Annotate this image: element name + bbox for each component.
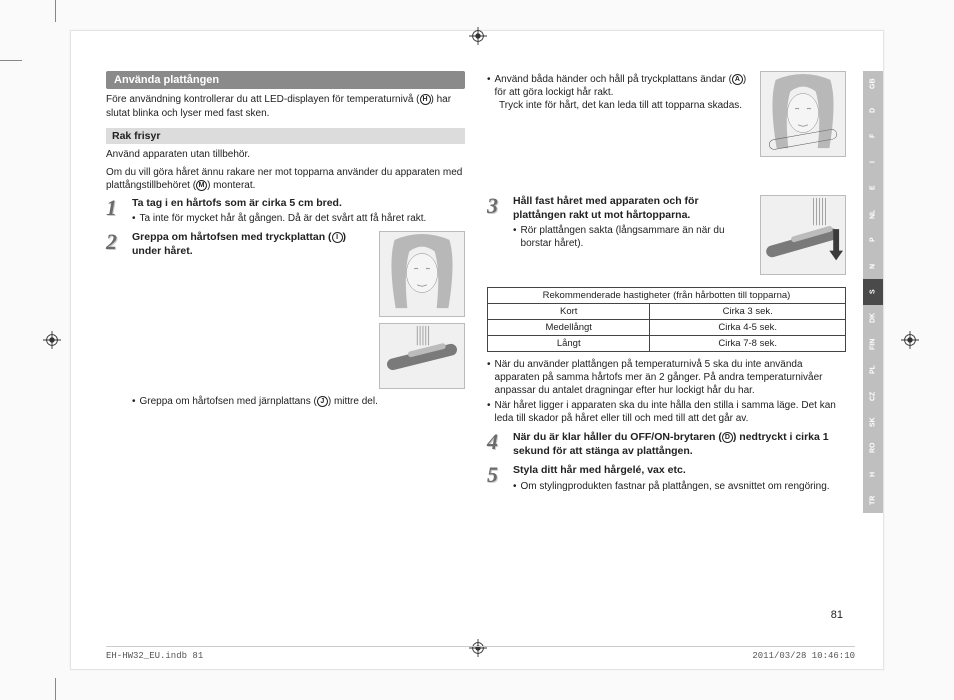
step-number: 2 — [106, 231, 124, 408]
step-5: 5 Styla ditt hår med hårgelé, vax etc. •… — [487, 464, 846, 493]
left-column: Använda plattången Före användning kontr… — [106, 71, 465, 499]
footer: EH-HW32_EU.indb 81 2011/03/28 10:46:10 — [106, 646, 855, 661]
speed-table: Rekommenderade hastigheter (från hårbott… — [487, 287, 846, 352]
ref-icon: A — [732, 74, 743, 85]
illustration-tool-icon — [760, 195, 846, 275]
lang-tab-h[interactable]: H — [863, 461, 883, 487]
lang-tab-pl[interactable]: PL — [863, 357, 883, 383]
table-row: KortCirka 3 sek. — [488, 304, 846, 320]
bullet-text: Tryck inte för hårt, det kan leda till a… — [487, 99, 747, 113]
page-number: 81 — [831, 609, 843, 621]
lang-tab-f[interactable]: F — [863, 123, 883, 149]
step-bullet: Rör plattången sakta (långsammare än när… — [521, 224, 749, 250]
step-bullet: Ta inte för mycket hår åt gången. Då är … — [140, 212, 427, 225]
registration-mark-icon — [469, 27, 487, 45]
step-bullet: Greppa om hårtofsen med järnplattans (J)… — [140, 395, 378, 408]
step-4: 4 När du är klar håller du OFF/ON-brytar… — [487, 431, 846, 458]
bullet-text: När du använder plattången på temperatur… — [495, 358, 846, 397]
lang-tab-gb[interactable]: GB — [863, 71, 883, 97]
illustration-face-icon — [379, 231, 465, 317]
step-1: 1 Ta tag i en hårtofs som är cirka 5 cm … — [106, 197, 465, 226]
step-number: 3 — [487, 195, 505, 250]
table-row: LångtCirka 7-8 sek. — [488, 336, 846, 352]
step-number: 1 — [106, 197, 124, 226]
lang-tab-cz[interactable]: CZ — [863, 383, 883, 409]
subsection-title: Rak frisyr — [106, 128, 465, 144]
step-2: 2 Greppa om hårtofsen med tryckplattan (… — [106, 231, 465, 408]
paragraph: Om du vill göra håret ännu rakare ner mo… — [106, 166, 465, 193]
language-tabs: GBDFIENLPNSDKFINPLCZSKROHTR — [863, 71, 883, 513]
lang-tab-tr[interactable]: TR — [863, 487, 883, 513]
registration-mark-icon — [43, 331, 61, 349]
step-number: 5 — [487, 464, 505, 493]
paragraph: Använd apparaten utan tillbehör. — [106, 148, 465, 162]
step-bullet: Om stylingprodukten fastnar på plattånge… — [521, 480, 830, 493]
step-title: Styla ditt hår med hårgelé, vax etc. — [513, 464, 846, 478]
lang-tab-s[interactable]: S — [863, 279, 883, 305]
lang-tab-ro[interactable]: RO — [863, 435, 883, 461]
table-row: MedellångtCirka 4-5 sek. — [488, 320, 846, 336]
ref-icon: H — [420, 94, 431, 105]
bullet-text: När håret ligger i apparaten ska du inte… — [495, 399, 846, 425]
lang-tab-nl[interactable]: NL — [863, 201, 883, 227]
ref-icon: J — [317, 396, 328, 407]
content-area: Använda plattången Före användning kontr… — [106, 71, 846, 499]
step-title: Håll fast håret med apparaten och för pl… — [513, 195, 749, 222]
lang-tab-i[interactable]: I — [863, 149, 883, 175]
table-header: Rekommenderade hastigheter (från hårbott… — [488, 288, 846, 304]
lang-tab-p[interactable]: P — [863, 227, 883, 253]
lang-tab-sk[interactable]: SK — [863, 409, 883, 435]
ref-icon: M — [196, 180, 207, 191]
lang-tab-fin[interactable]: FIN — [863, 331, 883, 357]
intro-text: Före användning kontrollerar du att LED-… — [106, 93, 465, 120]
step-number: 4 — [487, 431, 505, 458]
step-title: Ta tag i en hårtofs som är cirka 5 cm br… — [132, 197, 465, 211]
illustration-face-icon — [760, 71, 846, 157]
registration-mark-icon — [901, 331, 919, 349]
lang-tab-dk[interactable]: DK — [863, 305, 883, 331]
bullet-text: Använd båda händer och håll på tryckplat… — [495, 73, 747, 99]
footer-file: EH-HW32_EU.indb 81 — [106, 651, 203, 661]
footer-timestamp: 2011/03/28 10:46:10 — [752, 651, 855, 661]
step-3: 3 Håll fast håret med apparaten och för … — [487, 195, 749, 250]
section-title: Använda plattången — [106, 71, 465, 89]
ref-icon: D — [722, 432, 733, 443]
lang-tab-d[interactable]: D — [863, 97, 883, 123]
right-column: •Använd båda händer och håll på tryckpla… — [487, 71, 846, 499]
lang-tab-e[interactable]: E — [863, 175, 883, 201]
ref-icon: I — [332, 232, 343, 243]
lang-tab-n[interactable]: N — [863, 253, 883, 279]
step-title: När du är klar håller du OFF/ON-brytaren… — [513, 431, 846, 458]
page: Använda plattången Före användning kontr… — [70, 30, 884, 670]
illustration-tool-icon — [379, 323, 465, 389]
